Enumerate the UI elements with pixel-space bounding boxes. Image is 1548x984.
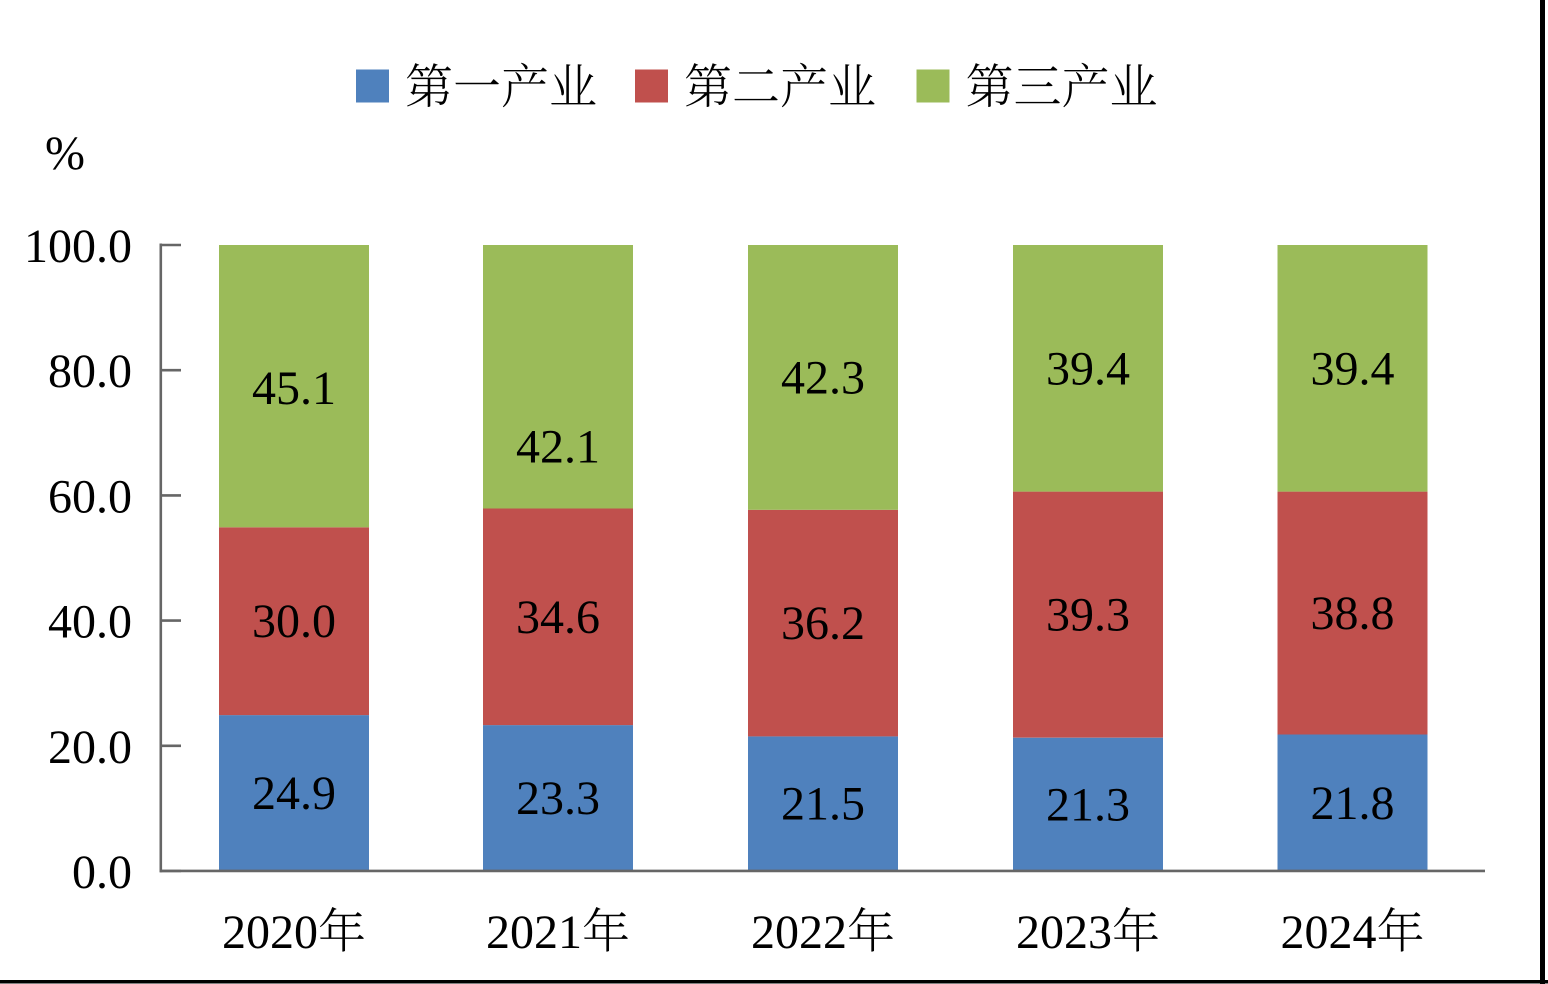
svg-text:%: %: [45, 127, 85, 180]
svg-text:21.5: 21.5: [781, 778, 865, 831]
svg-text:21.8: 21.8: [1311, 777, 1395, 830]
svg-text:0.0: 0.0: [72, 846, 132, 899]
svg-text:34.6: 34.6: [516, 591, 600, 644]
svg-text:38.8: 38.8: [1311, 587, 1395, 640]
svg-text:39.4: 39.4: [1311, 342, 1395, 395]
svg-text:40.0: 40.0: [48, 596, 132, 649]
svg-text:2020: 2020: [222, 906, 318, 959]
svg-text:21.3: 21.3: [1046, 778, 1130, 831]
svg-text:36.2: 36.2: [781, 597, 865, 650]
svg-text:42.3: 42.3: [781, 351, 865, 404]
svg-text:2023: 2023: [1016, 906, 1112, 959]
svg-text:23.3: 23.3: [516, 772, 600, 825]
svg-text:30.0: 30.0: [252, 595, 336, 648]
svg-text:2021: 2021: [486, 906, 582, 959]
svg-text:45.1: 45.1: [252, 362, 336, 415]
svg-text:24.9: 24.9: [252, 767, 336, 820]
svg-text:39.3: 39.3: [1046, 589, 1130, 642]
svg-text:42.1: 42.1: [516, 420, 600, 473]
svg-text:39.4: 39.4: [1046, 342, 1130, 395]
svg-text:80.0: 80.0: [48, 345, 132, 398]
svg-text:60.0: 60.0: [48, 470, 132, 523]
svg-text:2024: 2024: [1281, 906, 1377, 959]
svg-text:20.0: 20.0: [48, 721, 132, 774]
svg-text:100.0: 100.0: [24, 220, 132, 273]
svg-text:2022: 2022: [751, 906, 847, 959]
